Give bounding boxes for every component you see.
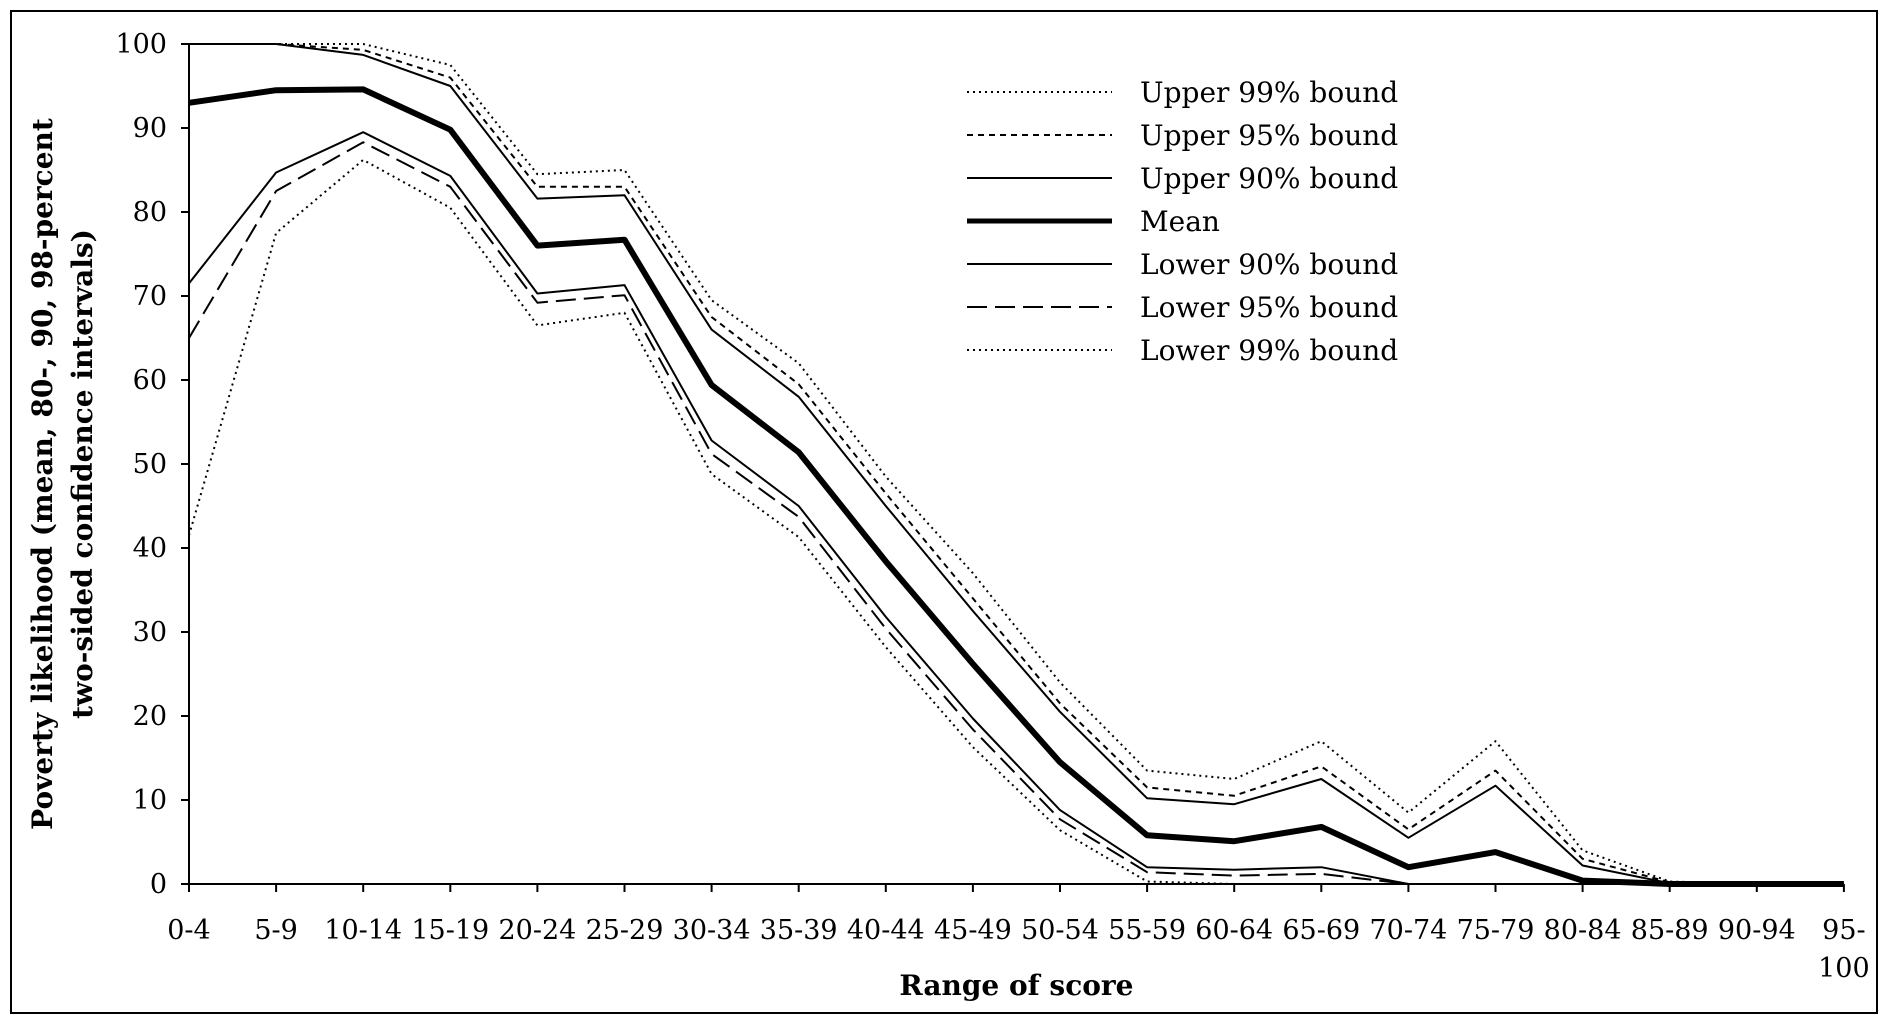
y-tick-label: 0 (150, 869, 167, 900)
y-tick-label: 30 (133, 617, 167, 648)
line-chart: 0 10 20 30 40 50 60 70 80 90 100 0-4 5-9 10-14 15-19 20… (26, 29, 1870, 1002)
plot-area (188, 43, 1844, 887)
y-tick-label: 20 (133, 701, 167, 732)
x-tick-label: 65-69 (1282, 915, 1360, 946)
y-tick-label: 60 (133, 365, 167, 396)
x-tick-label: 15-19 (411, 915, 489, 946)
x-tick-label: 30-34 (673, 915, 751, 946)
x-tick-label: 10-14 (324, 915, 402, 946)
x-tick-label: 25-29 (586, 915, 664, 946)
x-tick-label: 0-4 (167, 915, 210, 946)
legend-label: Lower 90% bound (1140, 248, 1398, 281)
series-line-lower-99-bound (188, 158, 1844, 885)
x-tick-label: 20-24 (498, 915, 576, 946)
legend-label: Mean (1140, 205, 1220, 238)
x-tick-label: 80-84 (1544, 915, 1622, 946)
legend-label: Upper 95% bound (1140, 119, 1398, 152)
series-line-lower-95-bound (188, 141, 1844, 885)
y-tick-label: 100 (115, 29, 167, 60)
y-tick-label: 40 (133, 533, 167, 564)
x-tick-label: 35-39 (760, 915, 838, 946)
series-line-upper-95-bound (189, 43, 1844, 885)
legend-label: Upper 99% bound (1140, 76, 1398, 109)
x-tick-label: 5-9 (254, 915, 297, 946)
series-line-lower-90-bound (188, 131, 1844, 885)
axes: 0 10 20 30 40 50 60 70 80 90 100 0-4 5-9 10-14 15-19 20… (115, 29, 1869, 984)
y-tick-label: 50 (133, 449, 167, 480)
x-tick-label: 45-49 (934, 915, 1012, 946)
y-tick-label: 10 (133, 785, 167, 816)
y-axis-title-line-2: two-sided confidence intervals) (66, 229, 99, 719)
x-tick-label: 70-74 (1369, 915, 1447, 946)
series-line-upper-90-bound (189, 43, 1844, 885)
y-tick-label: 90 (133, 113, 167, 144)
x-tick-label: 75-79 (1457, 915, 1535, 946)
legend-label: Lower 99% bound (1140, 334, 1398, 367)
x-tick-label: 50-54 (1021, 915, 1099, 946)
series-line-mean (188, 86, 1844, 887)
y-axis-title: Poverty likelihood (mean, 80-, 90, 98-pe… (26, 118, 99, 830)
x-tick-label: 40-44 (847, 915, 925, 946)
x-tick-label: 55-59 (1108, 915, 1186, 946)
x-tick-label: 90-94 (1718, 915, 1796, 946)
x-axis-title: Range of score (899, 969, 1133, 1002)
x-tick-label: 60-64 (1195, 915, 1273, 946)
chart-frame: 0 10 20 30 40 50 60 70 80 90 100 0-4 5-9 10-14 15-19 20… (10, 10, 1878, 1014)
x-tick-label: 85-89 (1631, 915, 1709, 946)
legend: Upper 99% bound Upper 95% bound Upper 90% … (967, 76, 1398, 367)
x-tick-label: 95-100 (1818, 915, 1870, 984)
y-tick-label: 70 (133, 281, 167, 312)
y-tick-label: 80 (133, 197, 167, 228)
legend-label: Lower 95% bound (1140, 291, 1398, 324)
legend-label: Upper 90% bound (1140, 162, 1398, 195)
y-axis-title-line-1: Poverty likelihood (mean, 80-, 90, 98-pe… (26, 118, 59, 830)
